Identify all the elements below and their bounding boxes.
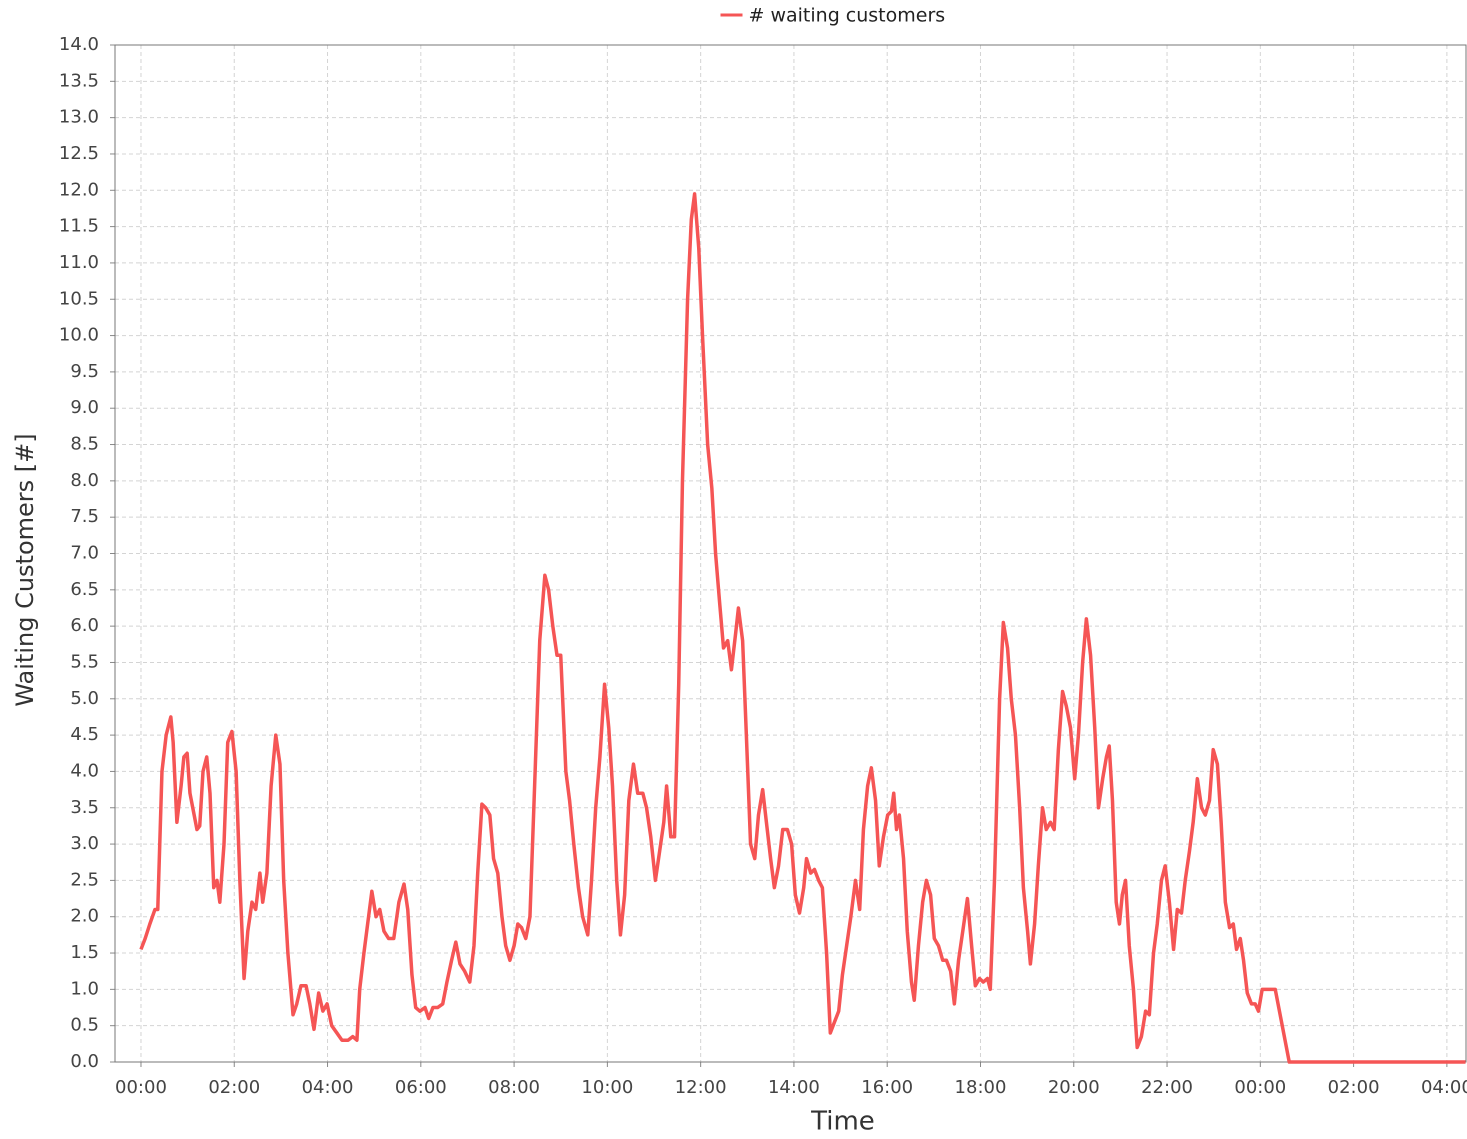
y-tick-label: 3.5 (70, 797, 99, 818)
y-tick-label: 12.0 (59, 179, 99, 200)
y-tick-label: 10.0 (59, 325, 99, 346)
y-tick-label: 6.0 (70, 615, 99, 636)
y-tick-label: 10.5 (59, 288, 99, 309)
x-tick-label: 02:00 (208, 1077, 260, 1098)
x-tick-label: 06:00 (395, 1077, 447, 1098)
y-tick-label: 14.0 (59, 34, 99, 55)
y-tick-label: 0.0 (70, 1051, 99, 1072)
y-tick-label: 13.0 (59, 107, 99, 128)
y-tick-label: 4.0 (70, 760, 99, 781)
y-tick-label: 2.0 (70, 906, 99, 927)
y-tick-label: 0.5 (70, 1015, 99, 1036)
x-tick-label: 18:00 (955, 1077, 1007, 1098)
y-tick-label: 3.0 (70, 833, 99, 854)
x-tick-label: 12:00 (675, 1077, 727, 1098)
x-tick-label: 02:00 (1328, 1077, 1380, 1098)
y-tick-label: 8.5 (70, 434, 99, 455)
x-tick-label: 04:00 (302, 1077, 354, 1098)
x-tick-label: 14:00 (768, 1077, 820, 1098)
y-tick-label: 6.5 (70, 579, 99, 600)
y-tick-label: 7.0 (70, 543, 99, 564)
y-tick-label: 12.5 (59, 143, 99, 164)
x-tick-label: 00:00 (1234, 1077, 1286, 1098)
y-tick-label: 9.0 (70, 397, 99, 418)
y-tick-label: 11.0 (59, 252, 99, 273)
y-axis-title: Waiting Customers [#] (11, 433, 39, 706)
x-tick-label: 04:00 (1421, 1077, 1467, 1098)
y-tick-label: 5.5 (70, 651, 99, 672)
y-tick-label: 1.5 (70, 942, 99, 963)
x-tick-label: 22:00 (1141, 1077, 1193, 1098)
y-tick-label: 7.5 (70, 506, 99, 527)
y-tick-label: 5.0 (70, 688, 99, 709)
x-tick-label: 20:00 (1048, 1077, 1100, 1098)
y-tick-label: 8.0 (70, 470, 99, 491)
y-tick-label: 11.5 (59, 216, 99, 237)
x-tick-label: 10:00 (581, 1077, 633, 1098)
x-axis-title: Time (810, 1107, 875, 1137)
legend-label: # waiting customers (749, 5, 946, 27)
y-tick-label: 2.5 (70, 869, 99, 890)
x-tick-label: 00:00 (115, 1077, 167, 1098)
y-tick-label: 4.5 (70, 724, 99, 745)
y-tick-label: 13.5 (59, 70, 99, 91)
x-tick-label: 08:00 (488, 1077, 540, 1098)
x-tick-label: 16:00 (861, 1077, 913, 1098)
y-tick-label: 1.0 (70, 978, 99, 999)
y-tick-label: 9.5 (70, 361, 99, 382)
data-line (139, 192, 1466, 1064)
plot-frame (114, 44, 1467, 1063)
